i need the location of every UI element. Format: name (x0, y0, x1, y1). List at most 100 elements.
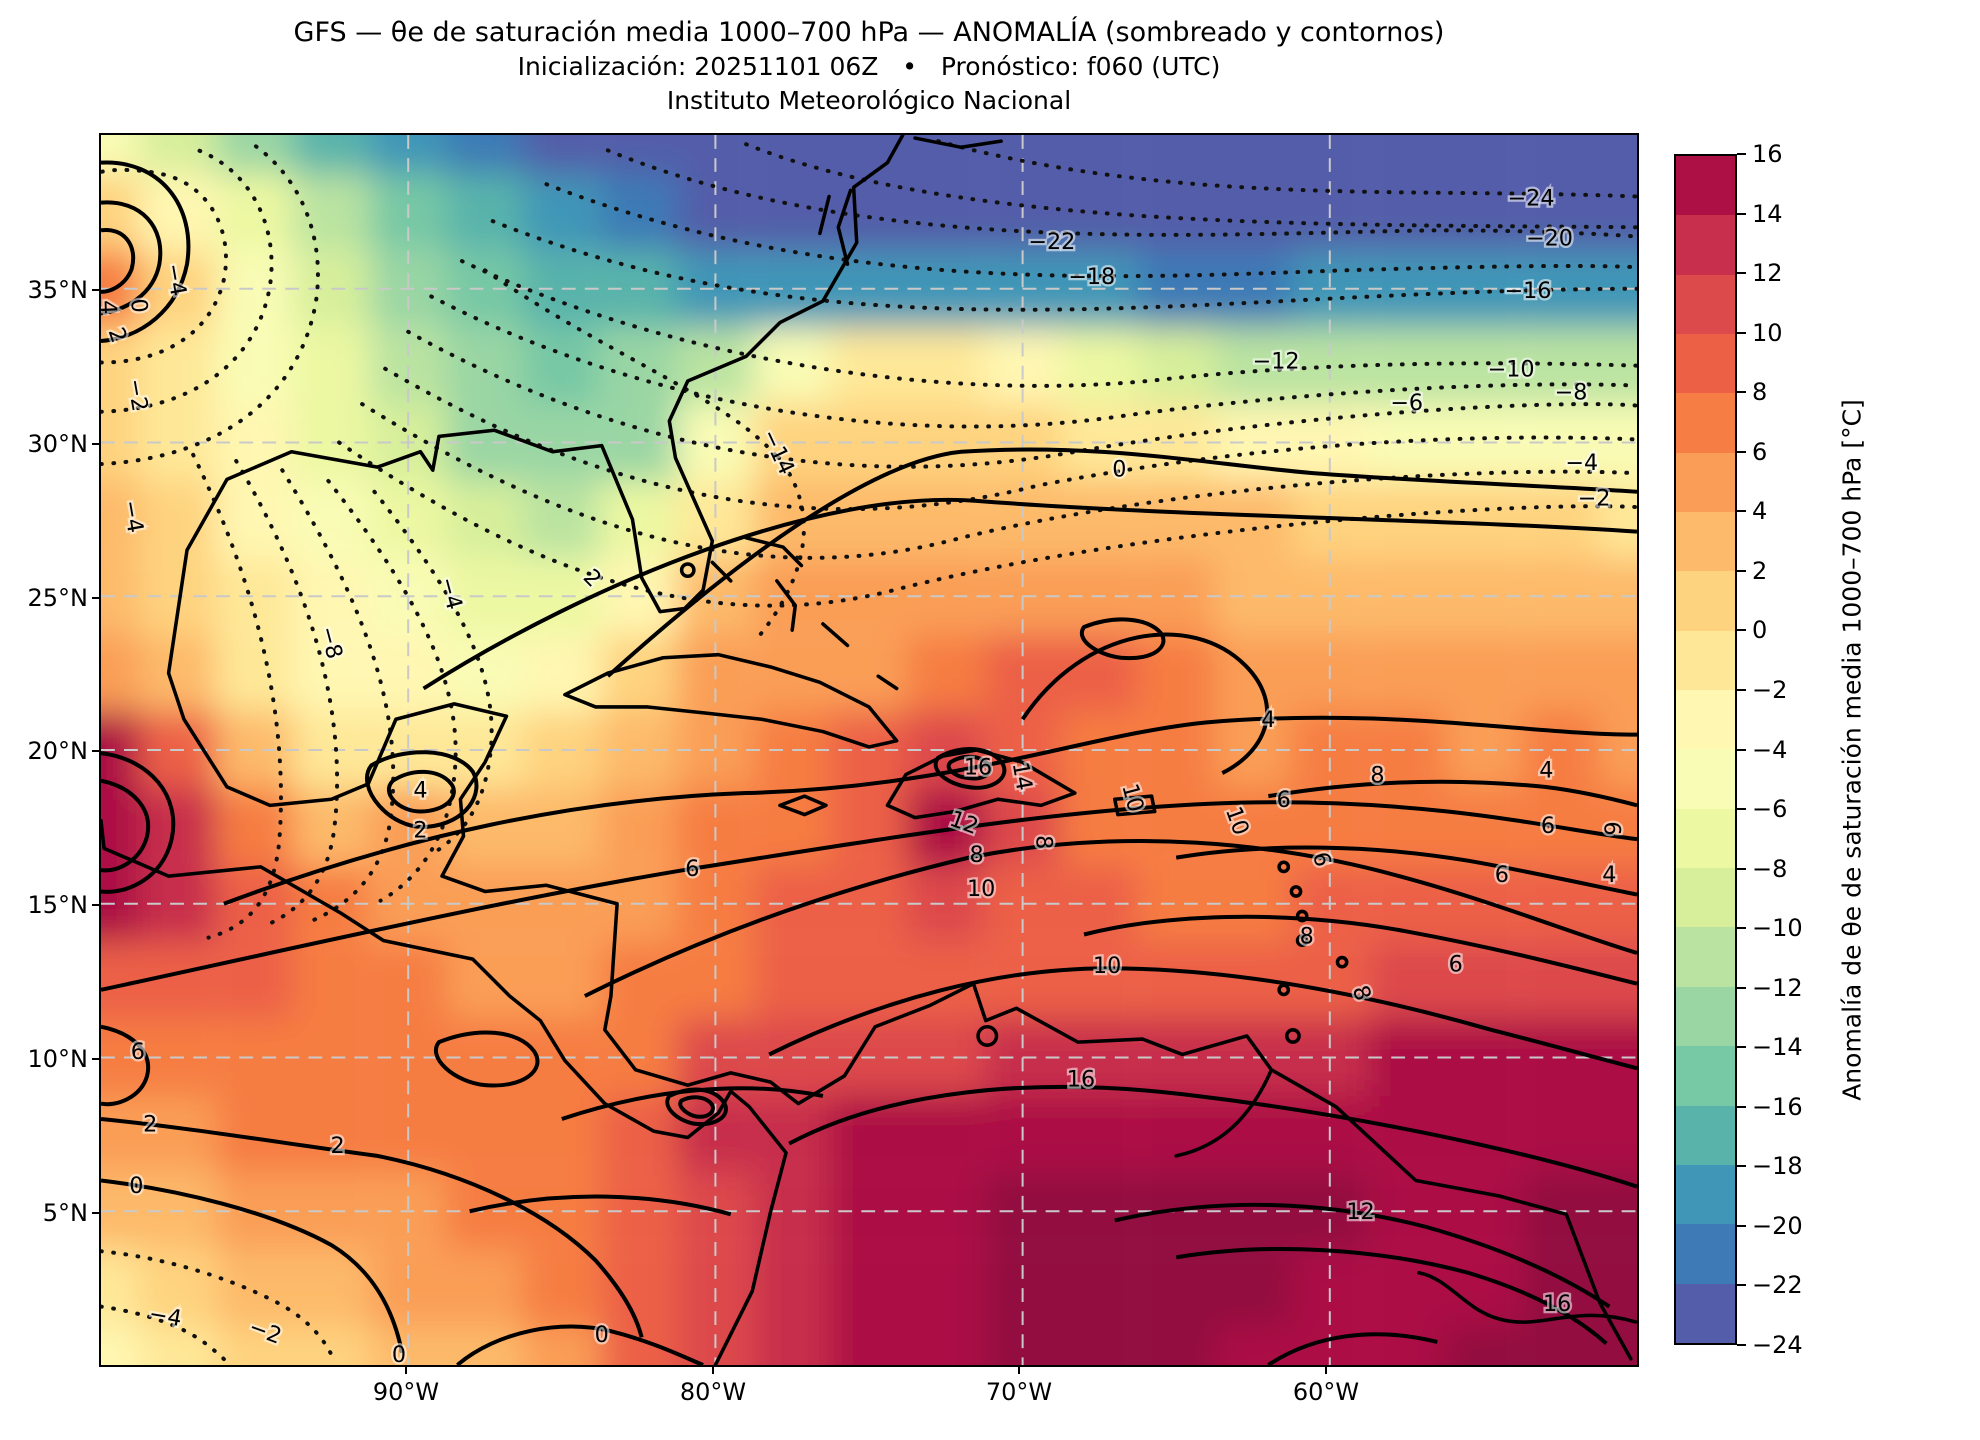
colorbar-tick-mark (1737, 391, 1746, 394)
positive-contours (101, 160, 1637, 1365)
colorbar-tick-mark (1737, 331, 1746, 334)
anomaly-map-svg: −24−22 −20−18−16−12 −10−8−6−4−2−14−8−4−4−2… (101, 135, 1637, 1365)
figure-subtitle: Inicialización: 20251101 06Z • Pronóstic… (517, 52, 1221, 81)
colorbar-axis-label: Anomalía de θe de saturación media 1000–… (1837, 399, 1867, 1101)
contour-label: 10 (967, 876, 995, 902)
contour-label: 14 (1007, 760, 1038, 792)
colorbar-segment (1676, 1283, 1735, 1343)
colorbar-tick-label: −10 (1752, 914, 1803, 943)
contour-label: 8 (1030, 835, 1056, 849)
contour-label: 2 (143, 1111, 157, 1137)
y-tick-label: 15°N (27, 891, 89, 919)
contour-label: 0 (129, 1173, 143, 1199)
colorbar-segment (1676, 1046, 1735, 1106)
colorbar-tick-mark (1737, 510, 1746, 513)
colorbar-tick-mark (1737, 212, 1746, 215)
x-tick-mark (1325, 1366, 1327, 1374)
x-tick-mark (1018, 1366, 1020, 1374)
colorbar-tick-mark (1737, 1105, 1746, 1108)
colorbar-tick-label: 10 (1752, 318, 1783, 347)
y-tick-mark (92, 597, 100, 599)
contour-label: 16 (964, 755, 992, 781)
colorbar-tick-label: 8 (1752, 378, 1768, 407)
y-tick-label: 35°N (27, 276, 89, 304)
x-tick-mark (405, 1366, 407, 1374)
contour-label: −4 (1565, 450, 1598, 476)
colorbar-segment (1676, 986, 1735, 1047)
x-tick-label: 90°W (372, 1378, 440, 1406)
colorbar-tick-mark (1737, 1224, 1746, 1227)
colorbar-tick-label: −16 (1752, 1092, 1803, 1121)
coast-cuba (563, 652, 899, 749)
y-tick-mark (92, 289, 100, 291)
contour-label: 0 (595, 1322, 609, 1348)
colorbar-tick-mark (1737, 629, 1746, 632)
contour-label: 0 (392, 1342, 406, 1365)
contour-label: −4 (117, 498, 148, 535)
colorbar-tick-mark (1737, 986, 1746, 989)
colorbar-segment (1676, 274, 1735, 335)
colorbar-tick-label: −14 (1752, 1033, 1803, 1062)
figure-titles: GFS — θe de saturación media 1000–700 hP… (101, 16, 1637, 118)
contour-label: −4 (147, 1301, 184, 1332)
colorbar-segment (1676, 334, 1735, 394)
colorbar-tick-mark (1737, 867, 1746, 870)
coast-puerto-rico (1112, 794, 1157, 817)
contour-label: −2 (122, 377, 153, 414)
institution-line: Instituto Meteorológico Nacional (666, 86, 1072, 115)
river-amazon (1417, 1270, 1637, 1324)
colorbar-segment (1676, 1224, 1735, 1284)
coastlines (101, 135, 1637, 1365)
colorbar-segment (1676, 512, 1735, 572)
y-tick-label: 10°N (27, 1045, 89, 1073)
colorbar-segment (1676, 927, 1735, 987)
contour-label: −16 (1504, 278, 1551, 304)
y-tick-mark (92, 443, 100, 445)
contour-label: −10 (1488, 356, 1535, 382)
contour-label: 4 (101, 300, 121, 315)
colorbar-tick-label: 14 (1752, 199, 1783, 228)
y-tick-label: 30°N (27, 430, 89, 458)
colorbar-tick-mark (1737, 272, 1746, 275)
colorbar-segment (1676, 571, 1735, 631)
graticule (101, 135, 1637, 1365)
colorbar-tick-label: −8 (1752, 854, 1788, 883)
colorbar-tick-mark (1737, 569, 1746, 572)
y-tick-label: 5°N (42, 1199, 88, 1227)
colorbar-tick-label: 4 (1752, 497, 1768, 526)
x-tick-label: 60°W (1292, 1378, 1360, 1406)
contour-label: −12 (1253, 349, 1300, 375)
colorbar-tick-label: −18 (1752, 1152, 1803, 1181)
colorbar-tick-label: 16 (1752, 140, 1783, 168)
lesser-antilles (1277, 860, 1349, 1044)
contour-label: 0 (125, 298, 152, 314)
contour-label: 6 (1277, 787, 1291, 813)
contour-label: 8 (969, 842, 983, 868)
contour-label: −8 (1555, 379, 1588, 405)
contour-label: 6 (1599, 821, 1625, 835)
y-tick-mark (92, 904, 100, 906)
colorbar-tick-mark (1737, 1046, 1746, 1049)
river-orinoco (1174, 1068, 1274, 1158)
contour-label: −22 (1028, 229, 1075, 255)
contour-label: 2 (413, 818, 427, 844)
contour-label: 4 (413, 778, 427, 804)
contour-label: 2 (330, 1133, 344, 1159)
contour-label: 10 (1093, 953, 1121, 979)
x-tick-label: 70°W (985, 1378, 1053, 1406)
contour-label: 8 (1370, 762, 1384, 788)
colorbar-tick-mark (1737, 688, 1746, 691)
contour-label: 6 (685, 856, 699, 882)
colorbar-tick-label: 2 (1752, 556, 1768, 585)
colorbar-tick-mark (1737, 153, 1746, 155)
colorbar-segment (1676, 868, 1735, 928)
colorbar-segment (1676, 452, 1735, 513)
coast-pacific (101, 818, 788, 1365)
coast-jamaica (778, 794, 828, 817)
contour-label: −4 (160, 261, 191, 298)
contour-label: −18 (1068, 264, 1115, 290)
y-tick-label: 25°N (27, 584, 89, 612)
colorbar (1674, 154, 1737, 1345)
y-tick-mark (92, 750, 100, 752)
